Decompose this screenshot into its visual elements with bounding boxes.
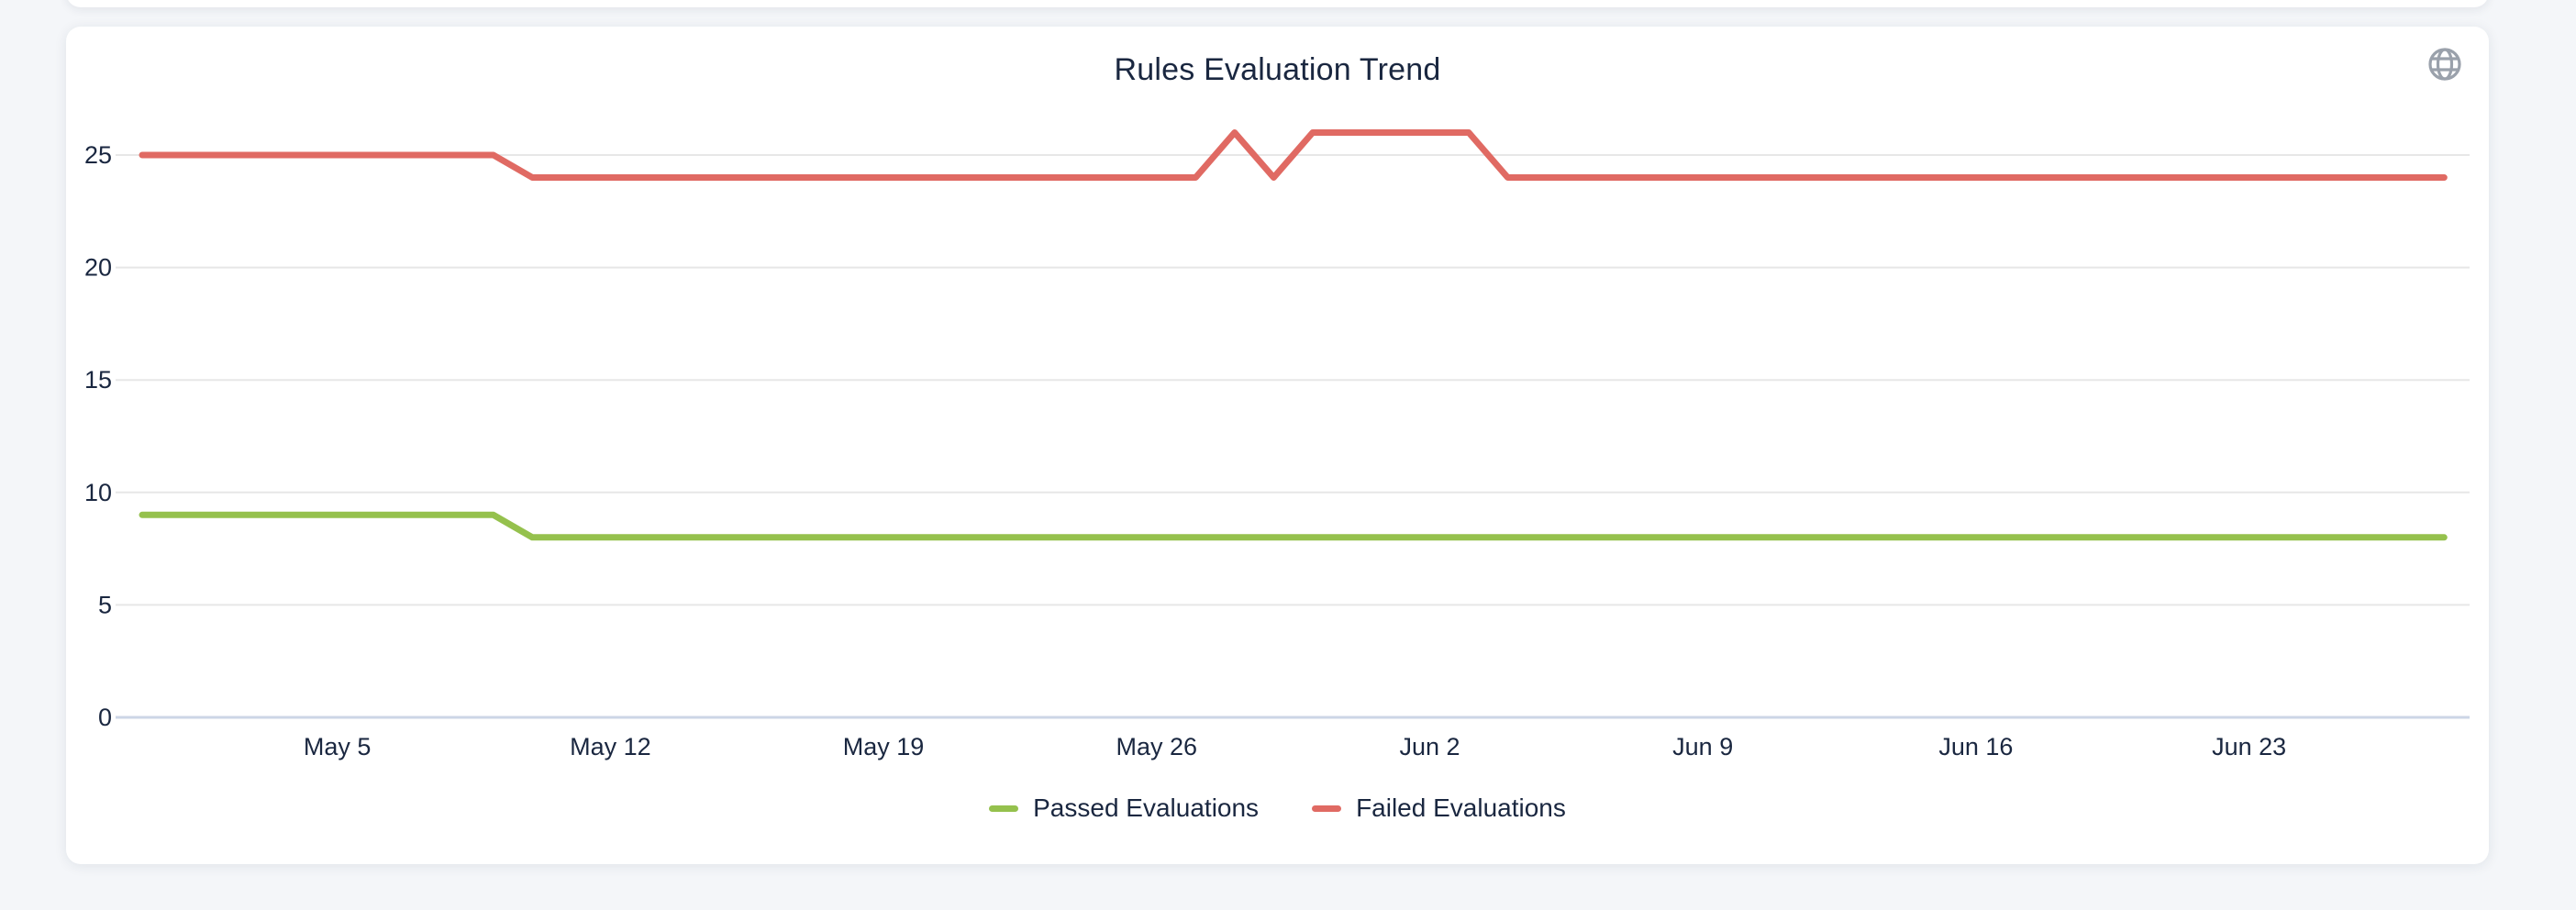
legend-item-failed[interactable]: Failed Evaluations bbox=[1312, 793, 1566, 823]
x-axis-label: Jun 23 bbox=[2212, 733, 2286, 760]
upper-card-edge bbox=[66, 0, 2489, 7]
x-axis-label: Jun 16 bbox=[1938, 733, 2013, 760]
legend-item-passed[interactable]: Passed Evaluations bbox=[989, 793, 1259, 823]
failed-legend-label: Failed Evaluations bbox=[1356, 793, 1566, 822]
y-axis-label: 5 bbox=[98, 591, 112, 618]
chart-legend: Passed Evaluations Failed Evaluations bbox=[66, 793, 2489, 823]
passed-legend-label: Passed Evaluations bbox=[1033, 793, 1260, 822]
chart-title: Rules Evaluation Trend bbox=[1114, 52, 1441, 87]
chart-svg: 0 5 10 15 20 25 May 5 May 12 May 19 May 26 Jun 2 Ju… bbox=[84, 129, 2470, 760]
rules-evaluation-trend-card: Rules Evaluation Trend 0 5 10 15 20 25 May 5 Ma… bbox=[66, 27, 2489, 864]
failed-evaluations-line bbox=[139, 129, 2448, 181]
y-axis-label: 0 bbox=[98, 704, 112, 731]
x-axis-label: May 12 bbox=[570, 733, 651, 760]
x-axis-label: Jun 9 bbox=[1672, 733, 1733, 760]
failed-legend-marker bbox=[1312, 805, 1342, 812]
y-axis-label: 15 bbox=[84, 366, 112, 394]
y-axis-label: 25 bbox=[84, 141, 112, 169]
globe-icon bbox=[2428, 48, 2461, 81]
passed-evaluations-line bbox=[139, 511, 2448, 541]
y-axis-label: 20 bbox=[84, 254, 112, 282]
y-axis-label: 10 bbox=[84, 479, 112, 506]
x-axis-label: May 26 bbox=[1116, 733, 1198, 760]
x-axis-label: Jun 2 bbox=[1399, 733, 1460, 760]
passed-legend-marker bbox=[989, 805, 1019, 812]
x-axis-label: May 5 bbox=[304, 733, 372, 760]
globe-button[interactable] bbox=[2425, 44, 2465, 84]
x-axis-label: May 19 bbox=[843, 733, 925, 760]
